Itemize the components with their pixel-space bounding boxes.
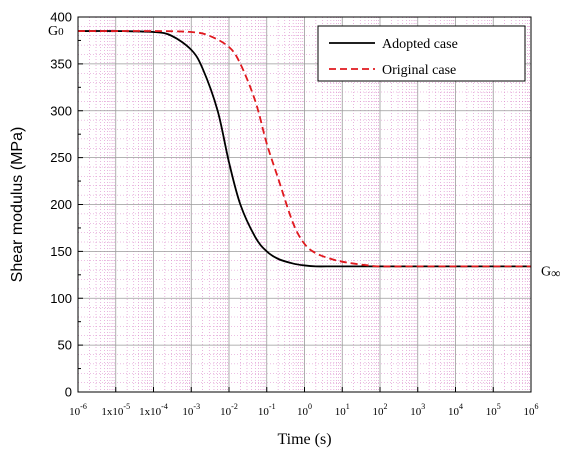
y-tick-label: 150 [50,244,72,259]
x-tick-labels: 10-6 1x10-5 1x10-4 10-3 10-2 10-1 100 101 102 103… [69,402,538,418]
g0-annotation: G0 [48,24,64,39]
y-axis-label: Shear modulus (MPa) [9,127,26,283]
annotations: G0 G∞ [48,24,560,280]
y-tick-label: 0 [65,385,72,400]
y-tick-labels: 0 50 100 150 200 250 300 350 400 [50,10,72,400]
y-tick-label: 350 [50,56,72,71]
y-tick-label: 250 [50,150,72,165]
legend-label: Original case [382,63,456,78]
y-tick-label: 400 [50,10,72,25]
x-tick-label: 104 [448,402,463,418]
legend: Adopted case Original case [317,25,526,82]
x-axis-label: Time (s) [277,431,331,448]
x-tick-label: 101 [335,402,350,418]
series-layer [77,30,531,268]
g-infinity-annotation: G∞ [541,264,560,280]
y-tick-label: 200 [50,197,72,212]
x-tick-label: 10-1 [258,402,276,418]
y-tick-label: 100 [50,291,72,306]
series-line-original-case [78,30,531,268]
x-tick-label: 10-6 [69,402,87,418]
x-tick-label: 100 [297,402,312,418]
major-grid [77,16,532,393]
x-tick-label: 105 [486,402,501,418]
x-tick-label: 1x10-4 [139,402,168,418]
x-tick-label: 103 [410,402,425,418]
legend-box [317,25,526,82]
y-tick-label: 50 [58,338,72,353]
x-tick-label: 10-3 [182,402,200,418]
x-tick-label: 10-2 [220,402,238,418]
x-tick-label: 1x10-5 [101,402,130,418]
x-tick-label: 102 [373,402,388,418]
legend-label: Adopted case [382,37,458,52]
y-tick-label: 300 [50,103,72,118]
axis-ticks [77,16,532,393]
x-tick-label: 106 [524,402,539,418]
